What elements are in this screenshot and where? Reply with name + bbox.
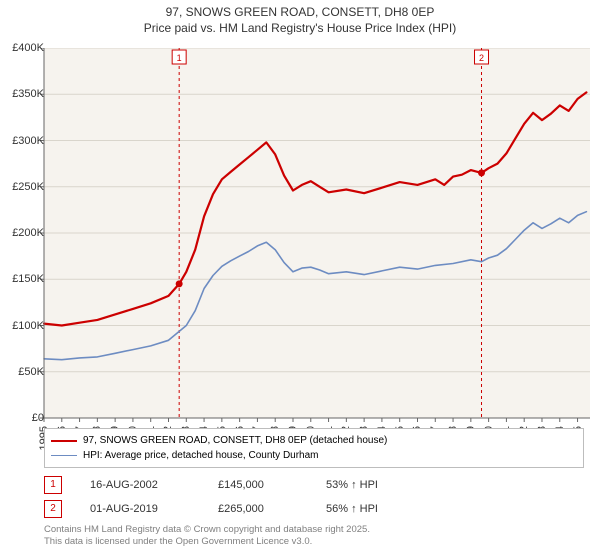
marker-badge-1-text: 1 — [50, 480, 56, 490]
title-line2: Price paid vs. HM Land Registry's House … — [0, 20, 600, 36]
legend-label-property: 97, SNOWS GREEN ROAD, CONSETT, DH8 0EP (… — [83, 433, 387, 448]
ytick-label: £150K — [4, 273, 48, 285]
marker-badge-1: 1 — [44, 476, 62, 494]
ytick-label: £400K — [4, 42, 48, 54]
ytick-label: £350K — [4, 88, 48, 100]
legend-swatch-hpi — [51, 455, 77, 456]
ytick-label: £50K — [4, 366, 48, 378]
ytick-label: £300K — [4, 135, 48, 147]
marker-1-price: £145,000 — [218, 479, 298, 491]
legend-row-hpi: HPI: Average price, detached house, Coun… — [51, 448, 577, 463]
marker-2-date: 01-AUG-2019 — [90, 503, 190, 515]
marker-1-date: 16-AUG-2002 — [90, 479, 190, 491]
marker-badge-2: 2 — [44, 500, 62, 518]
ytick-label: £0 — [4, 412, 48, 424]
attribution-line2: This data is licensed under the Open Gov… — [44, 536, 584, 548]
svg-text:2: 2 — [479, 53, 484, 63]
chart-area: 12 — [44, 48, 590, 418]
attribution: Contains HM Land Registry data © Crown c… — [44, 524, 584, 549]
svg-text:1: 1 — [177, 53, 182, 63]
legend-swatch-property — [51, 440, 77, 442]
marker-1-pct: 53% ↑ HPI — [326, 479, 378, 491]
ytick-label: £200K — [4, 227, 48, 239]
marker-row-2: 2 01-AUG-2019 £265,000 56% ↑ HPI — [44, 500, 584, 518]
marker-badge-2-text: 2 — [50, 504, 56, 514]
marker-rows: 1 16-AUG-2002 £145,000 53% ↑ HPI 2 01-AU… — [44, 470, 584, 518]
figure-container: 97, SNOWS GREEN ROAD, CONSETT, DH8 0EP P… — [0, 0, 600, 560]
ytick-label: £250K — [4, 181, 48, 193]
chart-svg: 12 — [40, 48, 590, 424]
legend-label-hpi: HPI: Average price, detached house, Coun… — [83, 448, 319, 463]
attribution-line1: Contains HM Land Registry data © Crown c… — [44, 524, 584, 536]
marker-2-pct: 56% ↑ HPI — [326, 503, 378, 515]
legend: 97, SNOWS GREEN ROAD, CONSETT, DH8 0EP (… — [44, 428, 584, 468]
title-block: 97, SNOWS GREEN ROAD, CONSETT, DH8 0EP P… — [0, 0, 600, 36]
ytick-label: £100K — [4, 320, 48, 332]
marker-row-1: 1 16-AUG-2002 £145,000 53% ↑ HPI — [44, 476, 584, 494]
title-line1: 97, SNOWS GREEN ROAD, CONSETT, DH8 0EP — [0, 4, 600, 20]
legend-row-property: 97, SNOWS GREEN ROAD, CONSETT, DH8 0EP (… — [51, 433, 577, 448]
marker-2-price: £265,000 — [218, 503, 298, 515]
